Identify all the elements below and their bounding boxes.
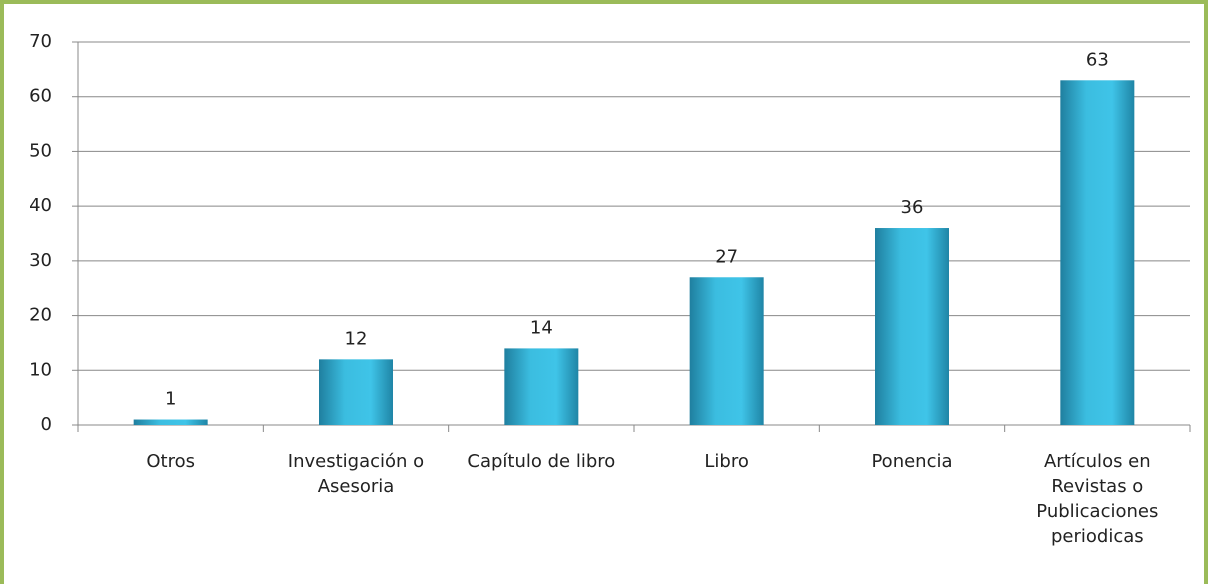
data-label: 36	[901, 197, 924, 218]
data-label: 63	[1086, 49, 1109, 70]
x-tick-label: Capítulo de libro	[467, 451, 616, 472]
bar	[319, 359, 393, 425]
data-label: 27	[715, 246, 738, 267]
bar	[504, 348, 579, 425]
data-label: 14	[530, 317, 553, 338]
y-tick-label: 0	[41, 414, 52, 435]
data-label: 12	[345, 328, 368, 349]
bar	[689, 277, 764, 425]
x-tick-label: Otros	[146, 451, 195, 472]
bar	[1060, 80, 1135, 426]
y-tick-label: 60	[29, 86, 52, 107]
y-tick-label: 70	[29, 31, 52, 52]
x-tick-label: Artículos en Revistas o Publicaciones pe…	[1036, 451, 1159, 547]
y-tick-label: 40	[29, 195, 52, 216]
data-label: 1	[165, 389, 176, 410]
y-tick-label: 30	[29, 250, 52, 271]
y-tick-label: 10	[29, 359, 52, 380]
x-tick-label: Investigación o Asesoria	[287, 451, 425, 497]
y-tick-label: 50	[29, 140, 52, 161]
y-tick-label: 20	[29, 305, 52, 326]
bar	[133, 419, 208, 425]
x-tick-label: Libro	[704, 451, 749, 472]
x-tick-label: Ponencia	[871, 451, 953, 472]
bar	[875, 228, 949, 425]
